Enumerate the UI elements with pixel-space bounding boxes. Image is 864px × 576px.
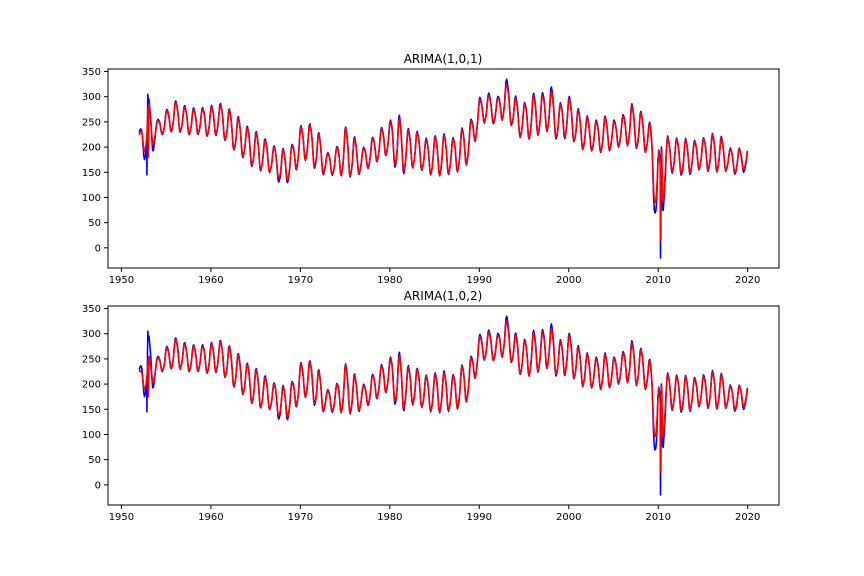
y-tick-label: 300 [82,92,101,103]
series-line-2 [138,83,749,242]
x-tick-label: 2010 [645,512,670,523]
y-tick-label: 350 [82,67,101,78]
y-tick-label: 200 [82,143,101,154]
y-tick-label: 150 [82,405,101,416]
x-tick-label: 1970 [288,275,313,286]
y-tick-label: 200 [82,380,101,391]
axes-frame [107,305,780,506]
y-tick-label: 50 [88,218,101,229]
y-tick-label: 100 [82,193,101,204]
x-tick-label: 1990 [467,275,492,286]
x-tick-label: 2010 [645,275,670,286]
x-tick-label: 2020 [735,512,760,523]
y-tick-label: 150 [82,168,101,179]
x-tick-label: 2000 [556,275,581,286]
y-tick-label: 0 [95,480,101,491]
axes-frame [107,68,780,269]
y-tick-label: 250 [82,117,101,128]
x-tick-label: 1960 [198,275,223,286]
y-tick-label: 50 [88,455,101,466]
y-tick-label: 300 [82,329,101,340]
subplot-title: ARIMA(1,0,1) [404,52,483,66]
series-line-2 [138,320,749,474]
x-tick-label: 2000 [556,512,581,523]
x-tick-label: 2020 [735,275,760,286]
y-tick-label: 0 [95,243,101,254]
x-tick-label: 1980 [377,275,402,286]
y-tick-label: 250 [82,354,101,365]
x-tick-label: 1990 [467,512,492,523]
subplot-title: ARIMA(1,0,2) [404,289,483,303]
y-tick-label: 350 [82,304,101,315]
subplot-1: ARIMA(1,0,1) 1950 1960 1970 1980 1990 2000 201… [82,52,780,286]
x-tick-label: 1960 [198,512,223,523]
subplot-2: ARIMA(1,0,2) 1950 1960 1970 1980 1990 2000 201… [82,289,780,523]
x-tick-label: 1950 [109,275,134,286]
x-tick-label: 1950 [109,512,134,523]
y-tick-label: 100 [82,430,101,441]
series-line-1 [138,78,749,259]
x-tick-label: 1970 [288,512,313,523]
series-line-1 [138,315,749,496]
x-tick-label: 1980 [377,512,402,523]
